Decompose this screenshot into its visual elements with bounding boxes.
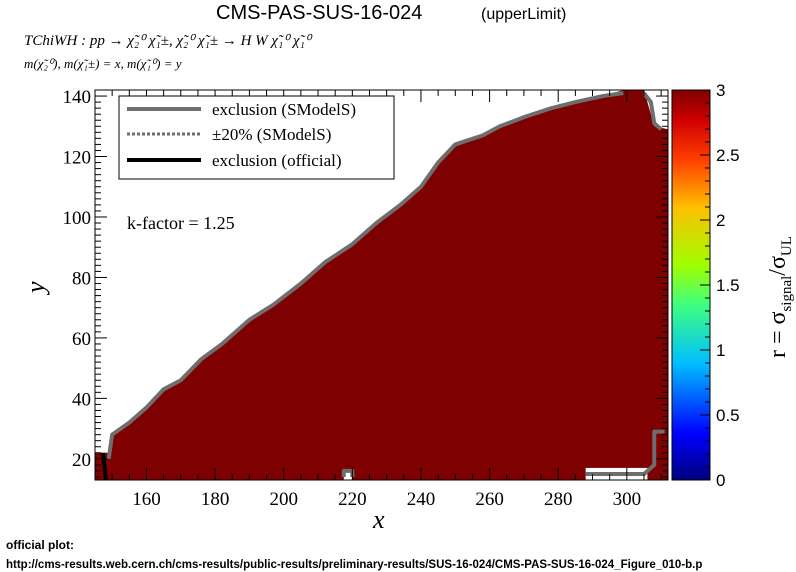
y-tick-label: 80 xyxy=(72,268,91,289)
footer-url: http://cms-results.web.cern.ch/cms-resul… xyxy=(6,559,702,571)
y-tick-label: 100 xyxy=(63,208,92,229)
k-factor-annotation: k-factor = 1.25 xyxy=(127,213,235,233)
x-axis-label: x xyxy=(372,505,385,534)
x-tick-label: 260 xyxy=(475,489,504,510)
x-axis-ticks: 160 180 200 220 240 260 280 300 xyxy=(111,90,662,510)
plot-frame xyxy=(94,89,669,481)
colorbar-tick-label: 0.5 xyxy=(716,406,740,425)
smodels-exclusion-segment-0 xyxy=(106,91,624,460)
x-tick-label: 160 xyxy=(132,489,161,510)
smodels-exclusion-segment-1 xyxy=(642,91,663,131)
colorbar-tick-label: 2.5 xyxy=(716,146,740,165)
excluded-region xyxy=(95,90,668,480)
colorbar-tick-label: 0 xyxy=(716,471,725,490)
y-tick-label: 40 xyxy=(72,389,91,410)
y-axis-ticks: 20 40 60 80 100 120 140 xyxy=(63,87,668,478)
uncovered-cell-0 xyxy=(343,470,353,480)
colorbar-label-text: r = σsignal/σUL xyxy=(765,236,795,358)
footer-label: official plot: xyxy=(6,538,74,552)
colorbar-tick-label: 2 xyxy=(716,211,725,230)
official-exclusion-segment-0 xyxy=(100,452,108,480)
colorbar-tick-label: 1 xyxy=(716,341,725,360)
x-tick-label: 220 xyxy=(338,489,367,510)
y-axis-label: y xyxy=(21,281,50,296)
legend-label-official: exclusion (official) xyxy=(212,151,342,170)
legend: exclusion (SModelS) ±20% (SModelS) exclu… xyxy=(118,95,395,180)
chart-title-suffix: (upperLimit) xyxy=(481,6,566,23)
colorbar-label: r = σsignal/σUL xyxy=(765,236,795,358)
x-tick-label: 280 xyxy=(544,489,573,510)
smodels-exclusion-segment-2 xyxy=(585,429,665,476)
y-tick-label: 60 xyxy=(72,329,91,350)
official-exclusion-lines xyxy=(100,452,108,480)
x-tick-label: 240 xyxy=(407,489,436,510)
x-tick-label: 300 xyxy=(613,489,642,510)
mass-relation-label: m(χ̃₂⁰), m(χ̃₁±) = x, m(χ̃₁⁰) = y xyxy=(24,56,182,71)
colorbar-tick-label: 1.5 xyxy=(716,276,740,295)
colorbar-tick-label: 3 xyxy=(716,81,725,100)
process-label: TChiWH : pp → χ̃₂⁰ χ̃₁±, χ̃₂⁰ χ̃₁± → H W… xyxy=(24,33,313,49)
y-tick-label: 20 xyxy=(72,450,91,471)
x-tick-label: 200 xyxy=(269,489,298,510)
y-tick-label: 120 xyxy=(63,148,92,169)
legend-label-smodels: exclusion (SModelS) xyxy=(212,100,356,119)
colorbar-ticks: 0 0.5 1 1.5 2 2.5 3 xyxy=(700,81,740,490)
chart-title: CMS-PAS-SUS-16-024 xyxy=(216,2,422,24)
y-tick-label: 140 xyxy=(63,87,92,108)
x-tick-label: 180 xyxy=(201,489,230,510)
legend-label-twenty-percent: ±20% (SModelS) xyxy=(212,125,331,144)
